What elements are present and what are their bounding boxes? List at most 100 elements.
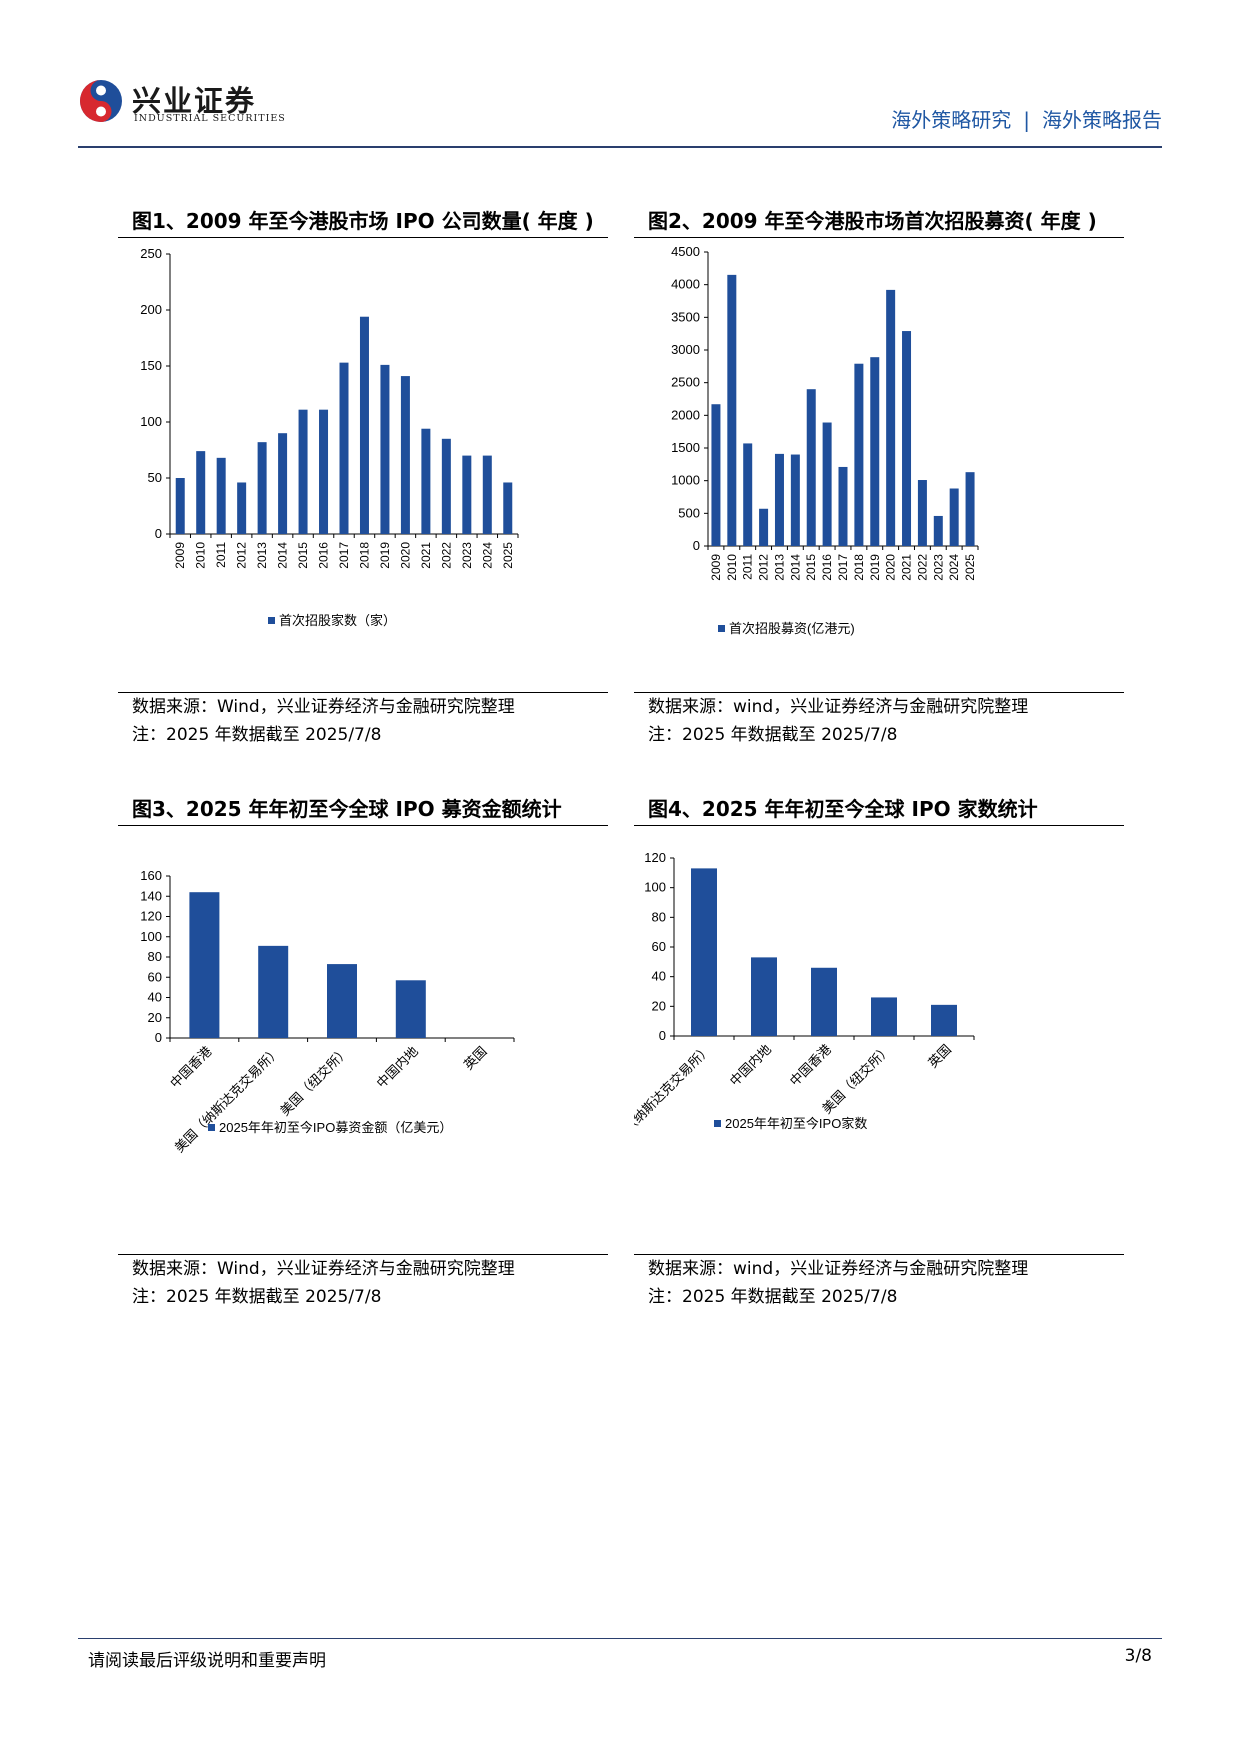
x-tick-label: 2018 xyxy=(852,554,866,581)
x-tick-label: 中国内地 xyxy=(727,1042,774,1089)
x-tick-label: 2020 xyxy=(398,542,412,569)
x-tick-label: 2017 xyxy=(337,542,351,569)
page-number: 3/8 xyxy=(1124,1646,1152,1666)
x-tick-label: 2012 xyxy=(235,542,249,569)
bar xyxy=(759,508,769,546)
y-tick-label: 3500 xyxy=(671,309,700,324)
figure-panel-2: 图2、2009 年至今港股市场首次招股募资( 年度 ) 0 500 1000 1500… xyxy=(634,206,1124,752)
bar xyxy=(395,980,426,1038)
x-tick-label: 美国（纽交所） xyxy=(277,1044,352,1119)
x-tick-label: 中国香港 xyxy=(167,1044,214,1091)
bar xyxy=(257,442,267,534)
figure-panel-3: 图3、2025 年年初至今全球 IPO 募资金额统计 0 20 40 60 80 100 1… xyxy=(118,794,608,1314)
bar xyxy=(711,404,721,546)
x-tick-label: 2025 xyxy=(501,542,515,569)
figure-panel-4: 图4、2025 年年初至今全球 IPO 家数统计 0 20 40 60 80 100 120… xyxy=(634,794,1124,1314)
bar xyxy=(327,964,357,1038)
bar xyxy=(917,480,927,546)
y-tick-label: 20 xyxy=(652,998,666,1013)
bar xyxy=(902,331,912,546)
y-tick-label: 80 xyxy=(652,909,666,924)
y-tick-label: 120 xyxy=(644,850,666,865)
logo-mark-icon xyxy=(80,80,122,122)
x-tick-label: 2009 xyxy=(173,542,187,569)
y-tick-label: 50 xyxy=(148,470,162,485)
x-tick-label: 英国 xyxy=(925,1042,954,1071)
company-logo: 兴业证券 INDUSTRIAL SECURITIES xyxy=(78,78,368,128)
x-tick-label: 2014 xyxy=(788,554,802,581)
y-tick-label: 60 xyxy=(652,939,666,954)
bar xyxy=(175,478,185,534)
figure-notes: 数据来源：wind，兴业证券经济与金融研究院整理 注：2025 年数据截至 20… xyxy=(634,1254,1124,1311)
y-tick-label: 2500 xyxy=(671,375,700,390)
x-tick-label: 2013 xyxy=(255,542,269,569)
breadcrumb-report-type: 海外策略报告 xyxy=(1042,108,1162,132)
bar xyxy=(359,316,369,534)
bar-chart-global-ipo-proceeds: 020406080100120140160中国香港美国（纳斯达克交易所）美国（纽… xyxy=(140,868,515,1155)
figure-title: 图4、2025 年年初至今全球 IPO 家数统计 xyxy=(634,794,1124,826)
bar xyxy=(854,363,864,546)
y-tick-label: 20 xyxy=(148,1010,162,1025)
y-tick-label: 140 xyxy=(140,888,162,903)
legend-swatch xyxy=(208,1124,215,1131)
y-tick-label: 4000 xyxy=(671,277,700,292)
bar xyxy=(339,362,349,534)
bar xyxy=(949,488,959,546)
y-tick-label: 160 xyxy=(140,868,162,883)
bar xyxy=(441,438,451,534)
x-tick-label: 2023 xyxy=(931,554,945,581)
x-tick-label: 2010 xyxy=(725,554,739,581)
bar xyxy=(503,482,513,534)
bar xyxy=(838,466,848,546)
bar xyxy=(462,455,472,534)
bar xyxy=(278,433,288,534)
x-tick-label: 英国 xyxy=(461,1044,490,1073)
bar xyxy=(965,472,975,546)
x-tick-label: 2018 xyxy=(357,542,371,569)
figure-source: 数据来源：wind，兴业证券经济与金融研究院整理 xyxy=(648,1259,1029,1279)
y-tick-label: 250 xyxy=(140,246,162,261)
x-tick-label: 2024 xyxy=(947,554,961,581)
footer-divider xyxy=(78,1638,1162,1639)
legend-label: 2025年年初至今IPO家数 xyxy=(725,1116,867,1131)
y-tick-label: 4500 xyxy=(671,246,700,259)
bar xyxy=(806,389,816,546)
bar xyxy=(870,357,880,546)
figure-title: 图1、2009 年至今港股市场 IPO 公司数量( 年度 ) xyxy=(118,206,608,238)
x-tick-label: 2025 xyxy=(963,554,977,581)
y-tick-label: 2000 xyxy=(671,407,700,422)
bar xyxy=(931,1004,957,1036)
figure-note: 注：2025 年数据截至 2025/7/8 xyxy=(132,1287,382,1307)
bar xyxy=(774,453,784,546)
bar xyxy=(751,957,777,1036)
y-tick-label: 500 xyxy=(678,505,700,520)
figure-title: 图3、2025 年年初至今全球 IPO 募资金额统计 xyxy=(118,794,608,826)
y-tick-label: 150 xyxy=(140,358,162,373)
logo-text-cn: 兴业证券 xyxy=(132,84,257,118)
x-tick-label: 2016 xyxy=(317,542,331,569)
y-tick-label: 100 xyxy=(140,414,162,429)
bar xyxy=(196,451,206,534)
y-tick-label: 0 xyxy=(155,1030,162,1045)
figure-notes: 数据来源：wind，兴业证券经济与金融研究院整理 注：2025 年数据截至 20… xyxy=(634,692,1124,749)
y-tick-label: 200 xyxy=(140,302,162,317)
x-tick-label: 2017 xyxy=(836,554,850,581)
bar xyxy=(400,376,410,534)
x-tick-label: 2009 xyxy=(709,554,723,581)
y-tick-label: 120 xyxy=(140,909,162,924)
footer-disclaimer: 请阅读最后评级说明和重要声明 xyxy=(88,1651,326,1671)
header-divider xyxy=(78,146,1162,148)
bar xyxy=(380,364,390,534)
y-tick-label: 80 xyxy=(148,949,162,964)
figure-panel-1: 图1、2009 年至今港股市场 IPO 公司数量( 年度 ) 0 50 100 150… xyxy=(118,206,608,752)
bar xyxy=(886,289,896,546)
x-tick-label: 2022 xyxy=(439,542,453,569)
y-tick-label: 60 xyxy=(148,969,162,984)
y-tick-label: 1500 xyxy=(671,440,700,455)
figure-title: 图2、2009 年至今港股市场首次招股募资( 年度 ) xyxy=(634,206,1124,238)
y-tick-label: 40 xyxy=(148,990,162,1005)
x-tick-label: 美国（纳斯达克交易所） xyxy=(634,1042,714,1154)
bar xyxy=(258,945,289,1038)
y-tick-label: 1000 xyxy=(671,473,700,488)
figure-note: 注：2025 年数据截至 2025/7/8 xyxy=(648,1287,898,1307)
